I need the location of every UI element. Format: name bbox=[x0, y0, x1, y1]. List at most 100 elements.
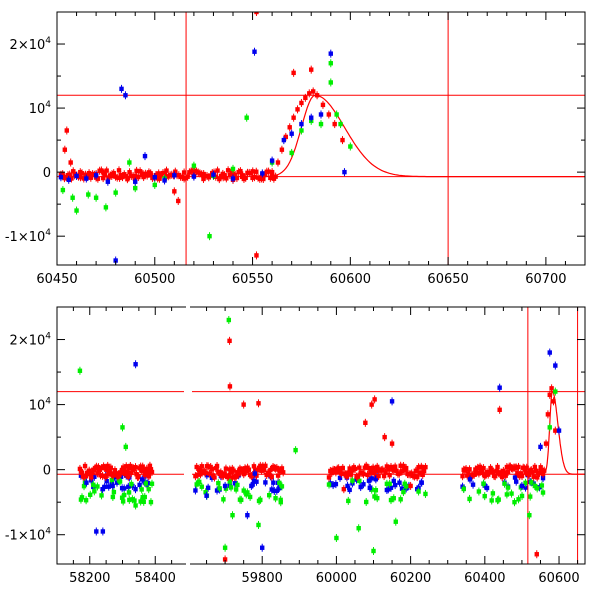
model-curve bbox=[536, 390, 585, 475]
data-point bbox=[139, 477, 145, 482]
data-point bbox=[289, 150, 294, 156]
data-point bbox=[373, 468, 379, 473]
data-point bbox=[127, 497, 132, 503]
data-point bbox=[141, 499, 146, 505]
data-point bbox=[388, 464, 394, 470]
y-tick-label-exponent: 4 bbox=[45, 36, 51, 46]
data-point bbox=[271, 480, 276, 485]
data-point bbox=[473, 467, 478, 472]
data-point bbox=[534, 475, 540, 480]
data-point bbox=[269, 487, 274, 492]
data-point bbox=[553, 363, 558, 368]
data-point bbox=[336, 466, 341, 471]
data-point bbox=[246, 467, 252, 472]
data-point bbox=[279, 484, 285, 489]
data-point bbox=[365, 472, 370, 478]
data-point bbox=[121, 486, 127, 491]
data-point bbox=[476, 489, 482, 494]
y-tick-label: -1×104 bbox=[5, 527, 51, 544]
data-point bbox=[262, 172, 268, 177]
data-point bbox=[194, 464, 199, 470]
data-point bbox=[487, 469, 492, 475]
data-point bbox=[111, 489, 117, 495]
y-tick-label-exponent: 4 bbox=[45, 100, 51, 110]
y-tick-label-base: 2×10 bbox=[10, 334, 46, 349]
data-point bbox=[199, 464, 204, 469]
data-point bbox=[115, 175, 120, 180]
data-point bbox=[489, 467, 494, 472]
x-tick-label: 60450 bbox=[36, 272, 77, 287]
data-point bbox=[466, 471, 471, 476]
data-point bbox=[388, 485, 394, 490]
data-point bbox=[309, 115, 314, 120]
data-point bbox=[181, 176, 187, 181]
data-point bbox=[133, 486, 138, 492]
data-point bbox=[77, 466, 83, 472]
data-point bbox=[74, 173, 79, 179]
data-point bbox=[223, 466, 229, 471]
data-point bbox=[250, 169, 255, 174]
data-point bbox=[337, 475, 343, 481]
data-point bbox=[201, 171, 206, 177]
data-point bbox=[71, 169, 76, 174]
data-point bbox=[309, 67, 314, 72]
y-tick-label-exponent: 4 bbox=[45, 397, 51, 407]
data-point bbox=[392, 482, 398, 488]
data-point bbox=[120, 465, 126, 470]
data-point bbox=[230, 513, 235, 518]
data-point bbox=[100, 529, 106, 534]
data-point bbox=[230, 475, 235, 480]
data-point bbox=[162, 171, 167, 176]
data-point bbox=[231, 468, 236, 473]
data-point bbox=[133, 362, 138, 367]
data-point bbox=[244, 115, 249, 120]
data-point bbox=[389, 441, 395, 446]
data-point bbox=[205, 485, 211, 490]
data-point bbox=[233, 474, 239, 479]
data-point bbox=[181, 170, 187, 175]
data-point bbox=[221, 497, 226, 502]
data-point bbox=[539, 467, 545, 473]
data-point bbox=[531, 474, 536, 479]
data-point bbox=[140, 464, 145, 469]
data-point bbox=[384, 464, 390, 469]
data-point bbox=[363, 499, 369, 505]
y-tick-label: 0 bbox=[43, 166, 51, 181]
y-tick-label: 104 bbox=[29, 100, 52, 117]
data-point bbox=[245, 490, 250, 495]
data-point bbox=[504, 464, 510, 470]
data-point bbox=[367, 485, 373, 491]
data-point bbox=[526, 472, 532, 478]
data-point bbox=[82, 463, 88, 469]
y-tick-label-exponent: 4 bbox=[45, 332, 51, 342]
data-point bbox=[119, 495, 125, 500]
data-point bbox=[495, 464, 500, 470]
data-point bbox=[474, 470, 479, 475]
data-point bbox=[261, 176, 266, 182]
data-point bbox=[222, 483, 228, 489]
data-point bbox=[373, 487, 379, 493]
data-point bbox=[93, 173, 99, 178]
data-point bbox=[212, 475, 217, 480]
data-point bbox=[334, 535, 339, 541]
data-point bbox=[328, 61, 333, 66]
data-point bbox=[92, 489, 97, 494]
data-point bbox=[476, 471, 482, 476]
data-point bbox=[100, 175, 106, 181]
data-point bbox=[62, 147, 68, 152]
data-point bbox=[100, 473, 105, 479]
data-point bbox=[108, 465, 114, 470]
data-point bbox=[269, 169, 275, 175]
data-point bbox=[204, 472, 210, 478]
data-point bbox=[254, 169, 259, 174]
data-point bbox=[514, 479, 519, 484]
data-point bbox=[88, 492, 93, 497]
data-point bbox=[538, 444, 543, 450]
model-curve bbox=[262, 94, 585, 178]
data-point bbox=[227, 467, 232, 472]
data-point bbox=[381, 473, 387, 479]
data-point bbox=[318, 121, 324, 127]
data-point bbox=[258, 463, 263, 469]
data-point bbox=[332, 467, 337, 473]
data-point bbox=[89, 475, 94, 480]
